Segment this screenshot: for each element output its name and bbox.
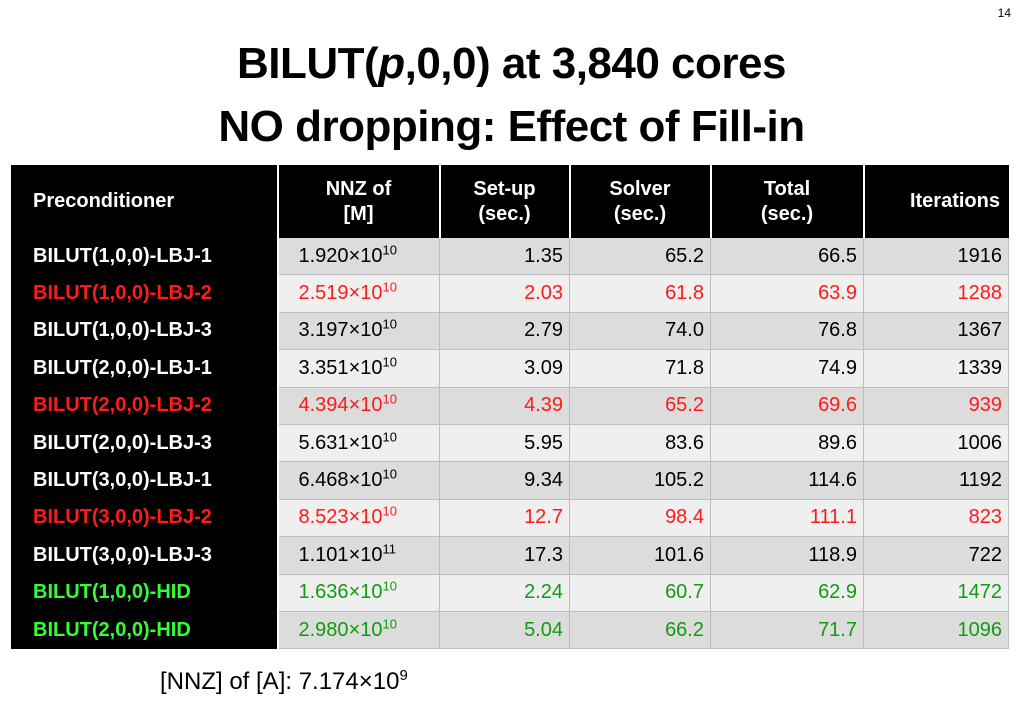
cell-nnz: 1.920×1010 [277, 236, 440, 276]
table-row: BILUT(1,0,0)-LBJ-1 1.920×1010 1.35 65.2 66.5… [11, 236, 1009, 276]
header-total: Total (sec.) [710, 165, 865, 238]
cell-nnz: 1.636×1010 [277, 573, 440, 612]
header-solver: Solver (sec.) [569, 165, 712, 238]
table-row: BILUT(3,0,0)-LBJ-1 6.468×1010 9.34 105.2 114… [11, 461, 1009, 500]
cell-total: 71.7 [710, 610, 864, 650]
cell-setup: 5.04 [439, 610, 570, 650]
cell-nnz: 2.980×1010 [277, 610, 440, 650]
title-prefix: BILUT( [237, 39, 379, 88]
table-body: BILUT(1,0,0)-LBJ-1 1.920×1010 1.35 65.2 66.5… [11, 236, 1009, 650]
title-italic-p: p [378, 39, 405, 88]
slide-number: 14 [997, 6, 1011, 20]
cell-nnz: 2.519×1010 [277, 274, 440, 313]
cell-iterations: 1006 [863, 423, 1009, 463]
cell-nnz: 3.197×1010 [277, 311, 440, 351]
cell-solver: 65.2 [569, 386, 711, 425]
table-row: BILUT(3,0,0)-LBJ-2 8.523×1010 12.7 98.4 111.… [11, 498, 1009, 538]
cell-total: 66.5 [710, 236, 864, 276]
table-row: BILUT(2,0,0)-HID 2.980×1010 5.04 66.2 71.7 10… [11, 610, 1009, 650]
cell-preconditioner: BILUT(2,0,0)-LBJ-1 [11, 349, 279, 388]
header-nnz: NNZ of [M] [277, 165, 441, 238]
cell-preconditioner: BILUT(1,0,0)-LBJ-2 [11, 274, 279, 313]
cell-total: 74.9 [710, 349, 864, 388]
cell-setup: 2.03 [439, 274, 570, 313]
title-suffix: ,0,0) at 3,840 cores [404, 39, 787, 88]
table-row: BILUT(1,0,0)-LBJ-3 3.197×1010 2.79 74.0 76.8… [11, 311, 1009, 351]
cell-total: 89.6 [710, 423, 864, 463]
cell-solver: 98.4 [569, 498, 711, 538]
cell-iterations: 1096 [863, 610, 1009, 650]
cell-preconditioner: BILUT(2,0,0)-LBJ-2 [11, 386, 279, 425]
cell-nnz: 6.468×1010 [277, 461, 440, 500]
cell-total: 76.8 [710, 311, 864, 351]
cell-preconditioner: BILUT(2,0,0)-HID [11, 610, 279, 650]
cell-iterations: 722 [863, 536, 1009, 575]
table-row: BILUT(3,0,0)-LBJ-3 1.101×1011 17.3 101.6 118… [11, 536, 1009, 575]
cell-solver: 61.8 [569, 274, 711, 313]
table-row: BILUT(2,0,0)-LBJ-3 5.631×1010 5.95 83.6 89.6… [11, 423, 1009, 463]
cell-setup: 12.7 [439, 498, 570, 538]
footnote-nnz-of-a: [NNZ] of [A]: 7.174×109 [160, 667, 408, 695]
cell-preconditioner: BILUT(1,0,0)-LBJ-1 [11, 236, 279, 276]
cell-setup: 1.35 [439, 236, 570, 276]
cell-solver: 60.7 [569, 573, 711, 612]
cell-iterations: 1916 [863, 236, 1009, 276]
page-title-line-2: NO dropping: Effect of Fill-in [218, 102, 805, 151]
cell-preconditioner: BILUT(3,0,0)-LBJ-3 [11, 536, 279, 575]
cell-preconditioner: BILUT(1,0,0)-LBJ-3 [11, 311, 279, 351]
table-header-row: Preconditioner NNZ of [M] Set-up (sec.) So… [11, 165, 1009, 238]
cell-nnz: 4.394×1010 [277, 386, 440, 425]
cell-setup: 2.79 [439, 311, 570, 351]
cell-total: 111.1 [710, 498, 864, 538]
cell-setup: 2.24 [439, 573, 570, 612]
cell-nnz: 5.631×1010 [277, 423, 440, 463]
cell-nnz: 3.351×1010 [277, 349, 440, 388]
cell-iterations: 823 [863, 498, 1009, 538]
cell-setup: 4.39 [439, 386, 570, 425]
cell-total: 118.9 [710, 536, 864, 575]
cell-setup: 9.34 [439, 461, 570, 500]
table-row: BILUT(1,0,0)-LBJ-2 2.519×1010 2.03 61.8 63.9… [11, 274, 1009, 313]
cell-solver: 65.2 [569, 236, 711, 276]
cell-solver: 71.8 [569, 349, 711, 388]
cell-iterations: 1367 [863, 311, 1009, 351]
table-row: BILUT(1,0,0)-HID 1.636×1010 2.24 60.7 62.9 14… [11, 573, 1009, 612]
results-table: Preconditioner NNZ of [M] Set-up (sec.) So… [11, 165, 1009, 650]
cell-nnz: 1.101×1011 [277, 536, 440, 575]
header-setup: Set-up (sec.) [439, 165, 571, 238]
cell-iterations: 1339 [863, 349, 1009, 388]
cell-preconditioner: BILUT(1,0,0)-HID [11, 573, 279, 612]
cell-setup: 5.95 [439, 423, 570, 463]
cell-total: 62.9 [710, 573, 864, 612]
cell-iterations: 1472 [863, 573, 1009, 612]
cell-total: 69.6 [710, 386, 864, 425]
cell-solver: 105.2 [569, 461, 711, 500]
cell-iterations: 1288 [863, 274, 1009, 313]
cell-iterations: 939 [863, 386, 1009, 425]
cell-setup: 17.3 [439, 536, 570, 575]
cell-preconditioner: BILUT(3,0,0)-LBJ-2 [11, 498, 279, 538]
cell-solver: 66.2 [569, 610, 711, 650]
header-iterations: Iterations [863, 165, 1009, 238]
cell-iterations: 1192 [863, 461, 1009, 500]
table-row: BILUT(2,0,0)-LBJ-2 4.394×1010 4.39 65.2 69.6… [11, 386, 1009, 425]
table-row: BILUT(2,0,0)-LBJ-1 3.351×1010 3.09 71.8 74.9… [11, 349, 1009, 388]
cell-solver: 83.6 [569, 423, 711, 463]
cell-solver: 101.6 [569, 536, 711, 575]
header-preconditioner: Preconditioner [11, 165, 279, 238]
page-title-line-1: BILUT(p,0,0) at 3,840 cores [0, 42, 1023, 86]
cell-preconditioner: BILUT(3,0,0)-LBJ-1 [11, 461, 279, 500]
cell-total: 114.6 [710, 461, 864, 500]
cell-preconditioner: BILUT(2,0,0)-LBJ-3 [11, 423, 279, 463]
cell-total: 63.9 [710, 274, 864, 313]
cell-solver: 74.0 [569, 311, 711, 351]
cell-setup: 3.09 [439, 349, 570, 388]
cell-nnz: 8.523×1010 [277, 498, 440, 538]
